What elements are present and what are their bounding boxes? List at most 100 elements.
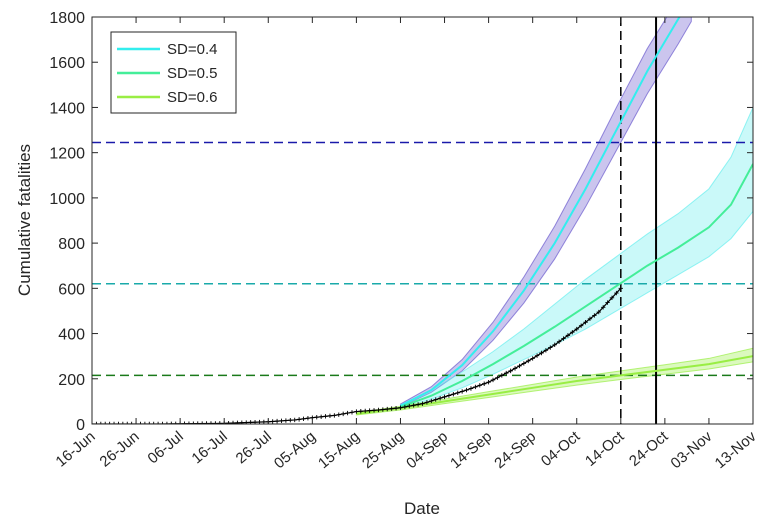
x-tick-label: 14-Sep	[447, 428, 495, 472]
observed-marker	[398, 405, 403, 410]
legend-label: SD=0.6	[167, 89, 217, 106]
observed-marker	[517, 363, 522, 369]
observed-marker	[385, 406, 390, 412]
observed-marker	[345, 410, 350, 416]
y-axis-label: Cumulative fatalities	[15, 144, 34, 296]
observed-marker	[539, 350, 544, 356]
observed-marker	[230, 420, 236, 424]
observed-marker	[481, 381, 487, 386]
observed-marker	[336, 412, 341, 417]
observed-marker	[437, 396, 443, 401]
observed-marker	[587, 316, 593, 322]
observed-marker	[213, 421, 218, 424]
observed-marker	[508, 368, 513, 374]
observed-marker	[424, 400, 430, 405]
observed-marker	[288, 418, 293, 423]
observed-marker	[314, 415, 319, 420]
legend-label: SD=0.5	[167, 65, 217, 82]
y-tick-label: 1200	[49, 146, 85, 163]
y-axis: 0 200 400 600 800 1000 1200 1400 1600 1800	[49, 10, 753, 434]
line-SD=0.4	[400, 17, 681, 407]
observed-marker	[609, 295, 615, 301]
observed-marker	[548, 345, 553, 350]
observed-marker	[570, 329, 575, 335]
observed-marker	[358, 409, 364, 414]
observed-marker	[270, 419, 275, 424]
observed-marker	[111, 421, 117, 424]
y-tick-label: 800	[58, 236, 85, 253]
observed-marker	[451, 391, 456, 397]
observed-marker	[208, 421, 214, 424]
observed-marker	[98, 421, 104, 424]
x-tick-label: 16-Jun	[53, 428, 99, 471]
x-tick-label: 16-Jul	[189, 428, 231, 467]
x-tick-label: 24-Sep	[491, 428, 539, 472]
observed-marker	[120, 421, 126, 424]
observed-marker	[354, 409, 359, 414]
x-tick-label: 05-Aug	[271, 428, 319, 472]
observed-marker	[301, 416, 306, 421]
observed-marker	[552, 342, 557, 348]
y-tick-label: 400	[58, 327, 85, 344]
observed-marker	[486, 379, 491, 385]
observed-marker	[151, 421, 156, 424]
legend: SD=0.4 SD=0.5 SD=0.6	[110, 31, 237, 114]
observed-marker	[618, 286, 623, 291]
observed-marker	[521, 361, 527, 366]
observed-marker	[429, 398, 434, 404]
observed-marker	[327, 413, 333, 419]
observed-marker	[283, 418, 289, 423]
y-tick-label: 0	[76, 417, 85, 434]
observed-marker	[380, 407, 386, 412]
observed-marker	[464, 387, 469, 393]
observed-marker	[534, 353, 540, 358]
observed-marker	[142, 421, 148, 424]
observed-marker	[583, 320, 588, 325]
observed-marker	[504, 370, 509, 376]
observed-marker	[129, 421, 134, 424]
observed-marker	[363, 408, 368, 414]
observed-marker	[155, 421, 161, 424]
observed-marker	[499, 373, 505, 378]
x-tick-label: 15-Aug	[315, 428, 363, 472]
observed-marker	[239, 420, 245, 424]
x-tick-label: 04-Oct	[538, 428, 584, 470]
observed-marker	[526, 358, 531, 364]
observed-marker	[477, 383, 482, 388]
y-tick-label: 1600	[49, 55, 85, 72]
observed-marker	[305, 416, 311, 421]
observed-marker	[490, 377, 496, 383]
observed-marker	[393, 405, 399, 411]
observed-marker	[94, 421, 99, 424]
observed-marker	[376, 407, 381, 413]
observed-marker	[340, 411, 346, 417]
observed-marker	[116, 421, 121, 424]
observed-marker	[473, 384, 478, 390]
observed-marker	[226, 420, 231, 424]
observed-marker	[411, 403, 416, 408]
band-SD=0.4	[399, 17, 692, 408]
plot-frame	[91, 16, 754, 425]
reference-lines	[92, 17, 753, 424]
observed-marker	[556, 339, 562, 344]
y-tick-label: 1800	[49, 10, 85, 27]
observed-marker	[292, 417, 297, 423]
observed-marker	[433, 397, 438, 402]
observed-marker	[468, 386, 474, 391]
observed-marker	[261, 419, 267, 424]
observed-marker	[332, 413, 337, 418]
observed-marker	[323, 414, 328, 419]
x-tick-label: 03-Nov	[668, 428, 716, 472]
observed-marker	[495, 375, 500, 380]
observed-marker	[318, 414, 324, 419]
observed-marker	[455, 390, 460, 395]
observed-marker	[561, 336, 566, 341]
observed-marker	[600, 305, 606, 310]
observed-marker	[543, 348, 549, 353]
observed-marker	[138, 421, 143, 424]
observed-marker	[407, 403, 412, 409]
y-tick-label: 1000	[49, 191, 85, 208]
observed-marker	[605, 300, 610, 305]
observed-marker	[446, 393, 452, 398]
